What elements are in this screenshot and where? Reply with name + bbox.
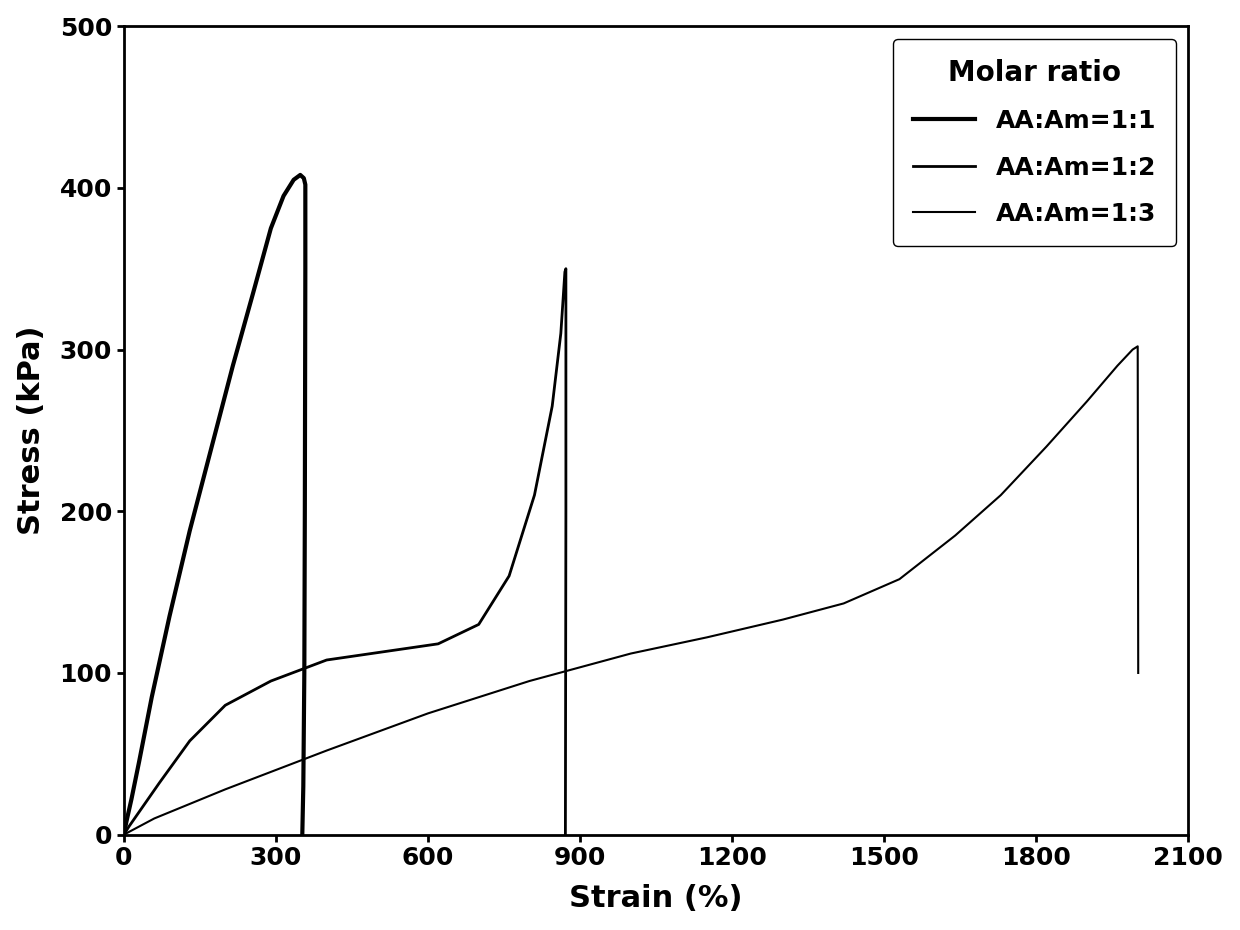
- Legend: AA:Am=1:1, AA:Am=1:2, AA:Am=1:3: AA:Am=1:1, AA:Am=1:2, AA:Am=1:3: [893, 39, 1176, 246]
- Y-axis label: Stress (kPa): Stress (kPa): [16, 326, 46, 535]
- X-axis label: Strain (%): Strain (%): [569, 884, 743, 913]
